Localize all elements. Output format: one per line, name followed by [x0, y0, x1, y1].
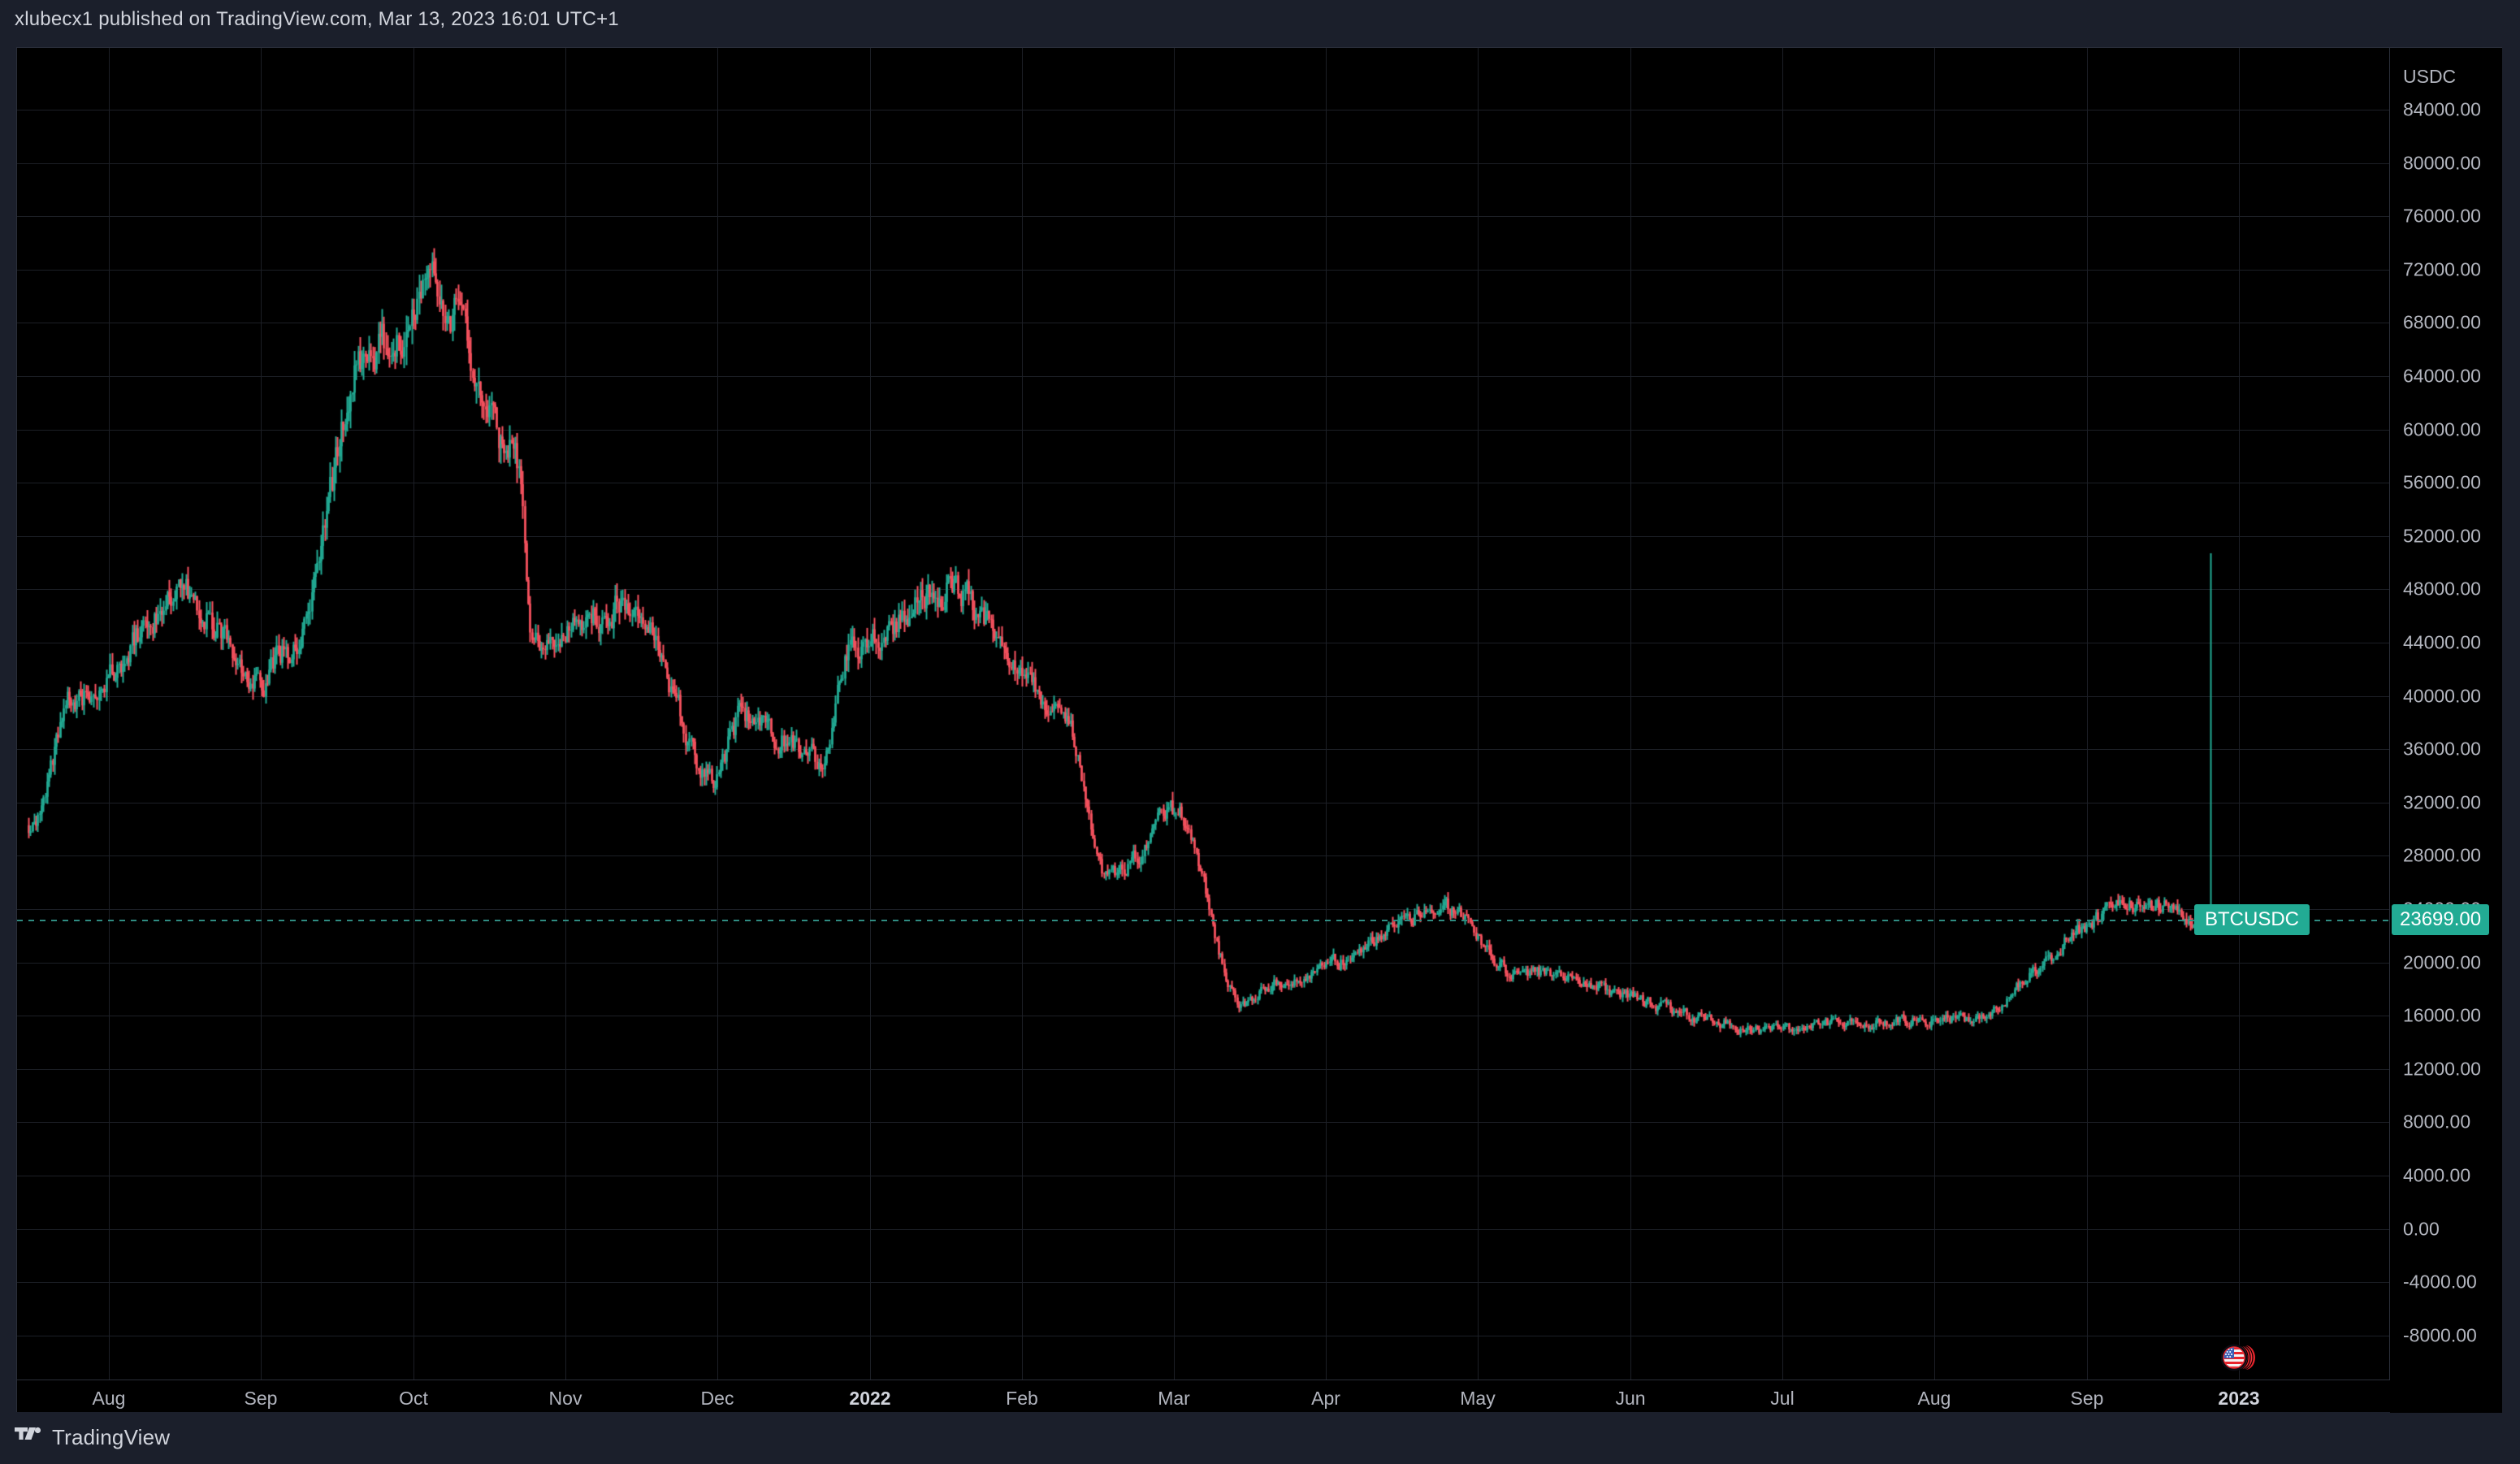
- price-axis-currency-label: USDC: [2403, 66, 2457, 87]
- time-axis-tick-label: 2023: [2218, 1388, 2260, 1409]
- price-axis-tick-label: 68000.00: [2403, 311, 2481, 333]
- time-axis-tick-label: Jul: [1770, 1388, 1795, 1409]
- time-axis-tick-label: Sep: [2070, 1388, 2104, 1409]
- price-axis-tick-label: 0.00: [2403, 1218, 2440, 1240]
- time-axis-tick-label: Dec: [700, 1388, 734, 1409]
- tradingview-footer: TradingView: [15, 1425, 170, 1450]
- time-axis-tick-label: Oct: [399, 1388, 428, 1409]
- price-axis-tick-label: 8000.00: [2403, 1111, 2471, 1133]
- price-axis-tick-label: 80000.00: [2403, 152, 2481, 174]
- time-axis-tick-label: Aug: [92, 1388, 126, 1409]
- price-axis-tick-label: 4000.00: [2403, 1164, 2471, 1186]
- publisher-attribution: xlubecx1 published on TradingView.com, M…: [15, 8, 619, 30]
- price-axis-tick-label: 40000.00: [2403, 685, 2481, 707]
- time-axis-tick-label: Feb: [1006, 1388, 1038, 1409]
- price-axis-tick-label: 36000.00: [2403, 738, 2481, 760]
- last-price-line: [17, 920, 2389, 922]
- price-axis-tick-label: 56000.00: [2403, 471, 2481, 493]
- price-axis-tick-label: -8000.00: [2403, 1324, 2477, 1346]
- time-axis[interactable]: Aug Sep Oct Nov Dec 2022 Feb Mar Apr May Jun Jul Aug…: [17, 1380, 2390, 1412]
- time-axis-tick-label: 2022: [849, 1388, 891, 1409]
- price-axis[interactable]: USDC 84000.00 80000.00 76000.00 72000.00 680…: [2390, 48, 2502, 1413]
- time-axis-tick-label: Apr: [1311, 1388, 1340, 1409]
- price-axis-tick-label: 28000.00: [2403, 844, 2481, 866]
- candlestick-series: [17, 48, 2389, 1380]
- price-axis-tick-label: 84000.00: [2403, 98, 2481, 120]
- tradingview-wordmark: TradingView: [52, 1425, 171, 1449]
- chart-frame: BTCUSDC: [16, 47, 2502, 1413]
- time-axis-tick-label: Aug: [1917, 1388, 1951, 1409]
- time-axis-tick-label: May: [1460, 1388, 1496, 1409]
- us-flag-stack-icon[interactable]: [2220, 1344, 2257, 1371]
- last-price-tag[interactable]: 23699.00: [2392, 904, 2490, 936]
- price-axis-tick-label: 52000.00: [2403, 525, 2481, 547]
- price-axis-tick-label: 60000.00: [2403, 418, 2481, 440]
- price-axis-tick-label: 64000.00: [2403, 365, 2481, 387]
- price-axis-tick-label: -4000.00: [2403, 1271, 2477, 1293]
- price-axis-tick-label: 16000.00: [2403, 1004, 2481, 1026]
- symbol-price-tag[interactable]: BTCUSDC: [2194, 904, 2310, 936]
- price-axis-tick-label: 20000.00: [2403, 951, 2481, 973]
- price-axis-tick-label: 12000.00: [2403, 1058, 2481, 1080]
- time-axis-tick-label: Mar: [1158, 1388, 1190, 1409]
- chart-plot-area[interactable]: BTCUSDC: [17, 48, 2390, 1380]
- tradingview-logo-icon: [15, 1425, 42, 1450]
- price-axis-tick-label: 32000.00: [2403, 791, 2481, 813]
- price-axis-tick-label: 76000.00: [2403, 205, 2481, 227]
- time-axis-tick-label: Jun: [1615, 1388, 1646, 1409]
- price-axis-tick-label: 48000.00: [2403, 578, 2481, 600]
- time-axis-tick-label: Sep: [244, 1388, 278, 1409]
- price-axis-tick-label: 72000.00: [2403, 258, 2481, 280]
- price-axis-tick-label: 44000.00: [2403, 631, 2481, 653]
- time-axis-tick-label: Nov: [548, 1388, 582, 1409]
